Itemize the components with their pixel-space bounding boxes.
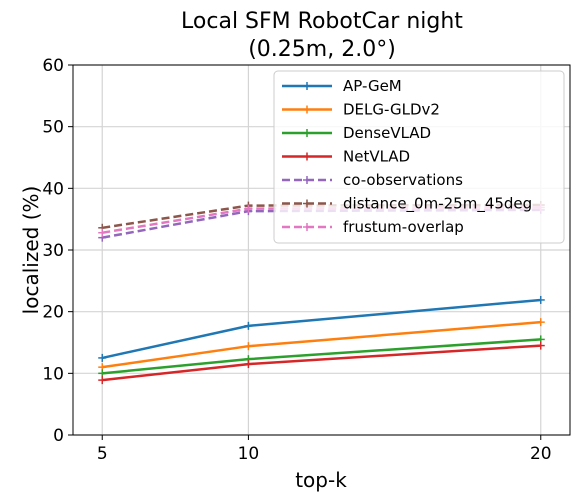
legend-item-distance-0m-25m-45deg: distance_0m-25m_45deg xyxy=(282,195,532,214)
legend-label: co-observations xyxy=(343,171,463,189)
legend-label: DELG-GLDv2 xyxy=(343,101,440,119)
legend-marker xyxy=(303,176,311,184)
data-point-delg-gldv2 xyxy=(536,318,545,327)
series-ap-gem xyxy=(98,295,545,362)
y-tick-label: 0 xyxy=(53,426,64,446)
legend-label: DenseVLAD xyxy=(343,124,431,142)
legend-marker xyxy=(303,152,311,161)
data-point-delg-gldv2 xyxy=(244,342,253,351)
legend-item-netvlad: NetVLAD xyxy=(282,148,410,166)
data-point-netvlad xyxy=(244,360,253,369)
legend-box xyxy=(273,70,565,244)
legend-item-densevlad: DenseVLAD xyxy=(282,124,431,142)
legend-label: AP-GeM xyxy=(343,77,402,95)
ticks-group: 0 10 20 30 40 50 60 5 10 20 xyxy=(42,56,551,464)
y-tick-label: 30 xyxy=(42,241,64,261)
data-point-netvlad xyxy=(98,376,107,385)
legend-marker xyxy=(303,129,311,137)
legend-marker xyxy=(303,223,311,231)
series-netvlad xyxy=(98,341,545,385)
y-tick-label: 50 xyxy=(42,118,64,138)
chart-subtitle: (0.25m, 2.0°) xyxy=(248,37,396,62)
legend-item-frustum-overlap: frustum-overlap xyxy=(282,218,464,236)
chart-title: Local SFM RobotCar night xyxy=(181,9,463,34)
x-tick-label: 5 xyxy=(97,444,108,464)
y-axis-label: localized (%) xyxy=(19,186,43,315)
legend-marker xyxy=(303,82,311,90)
data-point-netvlad xyxy=(536,341,545,350)
data-point-frustum-overlap xyxy=(98,228,107,237)
series-densevlad xyxy=(98,335,545,378)
data-point-ap-gem xyxy=(98,353,107,362)
y-tick-label: 40 xyxy=(42,179,64,199)
y-tick-label: 10 xyxy=(42,364,64,384)
x-tick-label: 10 xyxy=(238,444,260,464)
data-point-frustum-overlap xyxy=(244,204,253,213)
legend-marker xyxy=(303,199,311,208)
data-point-ap-gem xyxy=(536,295,545,304)
data-point-densevlad xyxy=(98,369,107,378)
legend-item-delg-gldv2: DELG-GLDv2 xyxy=(282,101,440,119)
data-point-ap-gem xyxy=(244,321,253,330)
y-tick-label: 20 xyxy=(42,303,64,323)
series-group xyxy=(98,200,545,385)
legend-label: distance_0m-25m_45deg xyxy=(343,195,532,214)
legend-item-co-observations: co-observations xyxy=(282,171,463,189)
legend-item-ap-gem: AP-GeM xyxy=(282,77,402,95)
x-tick-label: 20 xyxy=(530,444,552,464)
legend: AP-GeM DELG-GLDv2 DenseVLAD NetVLAD co-obser… xyxy=(273,70,565,244)
y-tick-label: 60 xyxy=(42,56,64,76)
x-axis-label: top-k xyxy=(295,468,347,492)
legend-label: frustum-overlap xyxy=(343,218,464,236)
legend-marker xyxy=(303,105,311,114)
legend-label: NetVLAD xyxy=(343,148,410,166)
